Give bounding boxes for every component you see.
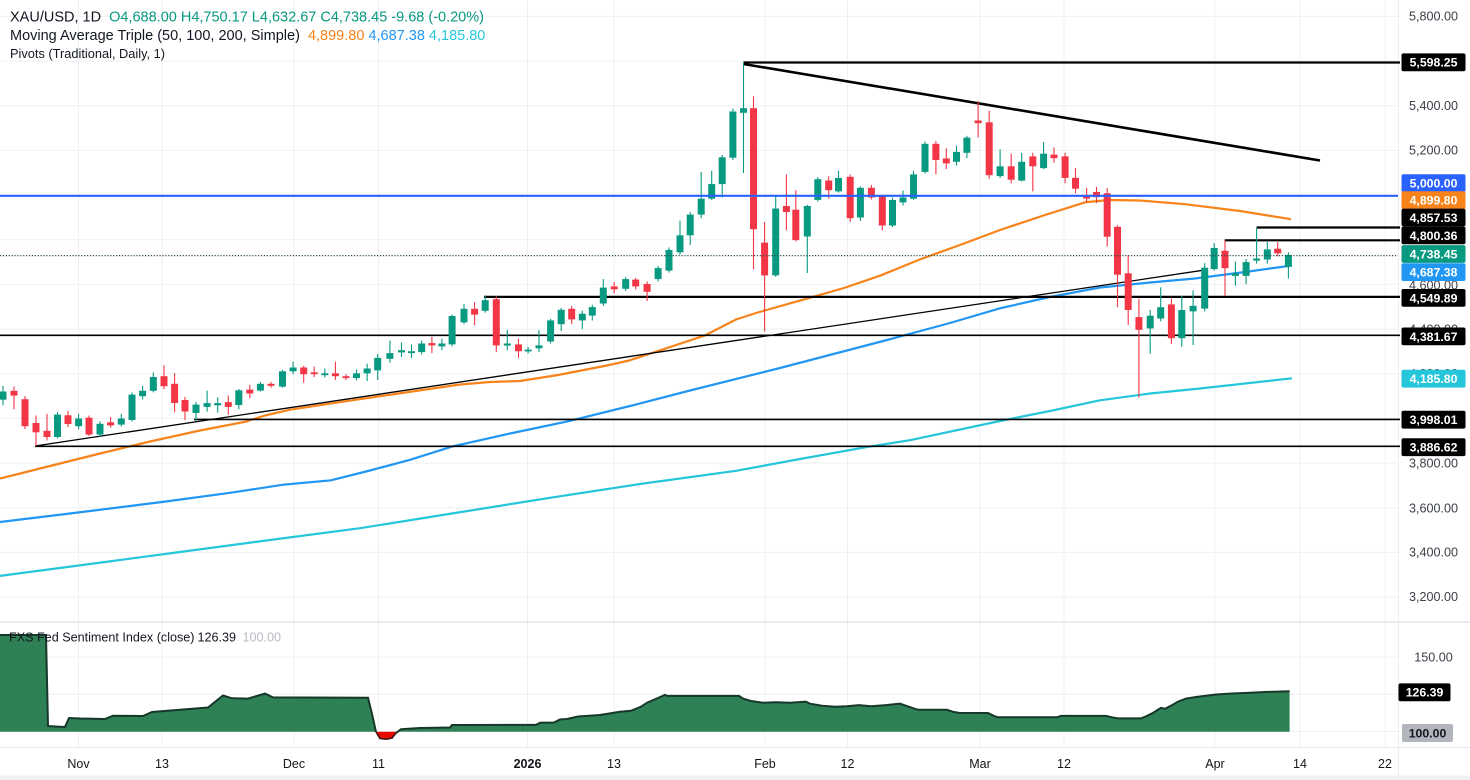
svg-text:126.39: 126.39 <box>198 631 237 645</box>
svg-text:12: 12 <box>841 757 855 771</box>
svg-text:2026: 2026 <box>514 757 542 771</box>
svg-text:5,000.00: 5,000.00 <box>1410 177 1458 191</box>
svg-text:4,738.45: 4,738.45 <box>1410 247 1458 261</box>
svg-text:Mar: Mar <box>969 757 991 771</box>
svg-text:5,400.00: 5,400.00 <box>1409 99 1458 113</box>
svg-text:3,400.00: 3,400.00 <box>1409 546 1458 560</box>
svg-text:3,800.00: 3,800.00 <box>1409 457 1458 471</box>
svg-text:12: 12 <box>1057 757 1071 771</box>
svg-text:Feb: Feb <box>754 757 776 771</box>
svg-text:3,998.01: 3,998.01 <box>1410 413 1458 427</box>
svg-text:4,185.80: 4,185.80 <box>1410 372 1458 386</box>
svg-text:Pivots (Traditional, Daily, 1): Pivots (Traditional, Daily, 1) <box>10 46 165 61</box>
svg-text:4,899.80: 4,899.80 <box>1410 194 1458 208</box>
svg-text:4,687.38: 4,687.38 <box>1410 266 1458 280</box>
svg-text:11: 11 <box>372 757 385 771</box>
svg-text:14: 14 <box>1293 757 1307 771</box>
svg-text:22: 22 <box>1378 757 1392 771</box>
svg-text:FXS Fed Sentiment Index (close: FXS Fed Sentiment Index (close) <box>9 631 195 645</box>
svg-text:Apr: Apr <box>1205 757 1224 771</box>
svg-text:Dec: Dec <box>283 757 305 771</box>
svg-text:Moving Average Triple (50, 100: Moving Average Triple (50, 100, 200, Sim… <box>10 28 485 44</box>
svg-text:5,598.25: 5,598.25 <box>1410 56 1458 70</box>
svg-text:4,549.89: 4,549.89 <box>1410 291 1458 305</box>
svg-text:5,200.00: 5,200.00 <box>1409 144 1458 158</box>
svg-text:13: 13 <box>607 757 621 771</box>
svg-text:5,800.00: 5,800.00 <box>1409 10 1458 24</box>
svg-text:100.00: 100.00 <box>243 631 282 645</box>
svg-text:Nov: Nov <box>67 757 90 771</box>
svg-text:4,381.67: 4,381.67 <box>1410 330 1458 344</box>
svg-text:150.00: 150.00 <box>1414 650 1453 664</box>
svg-text:3,200.00: 3,200.00 <box>1409 590 1458 604</box>
svg-text:100.00: 100.00 <box>1409 726 1447 740</box>
svg-text:3,886.62: 3,886.62 <box>1410 441 1458 455</box>
svg-text:3,600.00: 3,600.00 <box>1409 502 1458 516</box>
svg-text:4,800.36: 4,800.36 <box>1410 229 1458 243</box>
svg-text:13: 13 <box>155 757 169 771</box>
svg-text:126.39: 126.39 <box>1406 686 1444 700</box>
svg-text:4,857.53: 4,857.53 <box>1410 211 1458 225</box>
svg-text:XAU/USD, 1D O4,688.00 H4,750.: XAU/USD, 1D O4,688.00 H4,750.17 L4,632.6… <box>10 10 484 26</box>
